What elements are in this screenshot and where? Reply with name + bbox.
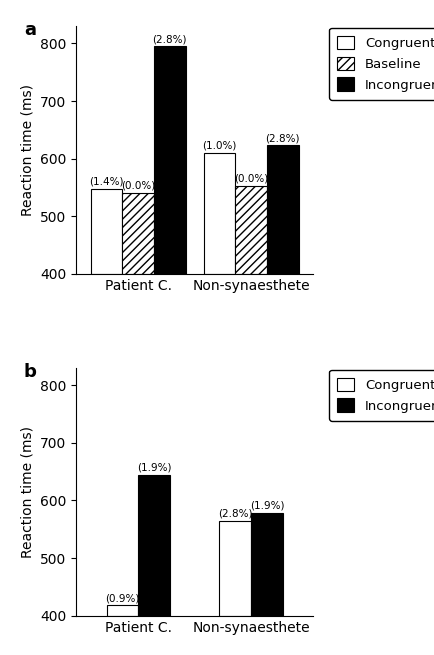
Bar	[203, 153, 235, 274]
Text: (2.8%): (2.8%)	[265, 133, 299, 143]
Text: (1.9%): (1.9%)	[249, 501, 283, 511]
Bar	[266, 145, 298, 274]
Y-axis label: Reaction time (ms): Reaction time (ms)	[20, 84, 34, 216]
Text: (1.9%): (1.9%)	[136, 462, 171, 472]
Text: (0.0%): (0.0%)	[233, 174, 268, 183]
Bar	[219, 521, 250, 616]
Bar	[250, 513, 282, 616]
Text: (2.8%): (2.8%)	[217, 508, 252, 518]
Text: (1.4%): (1.4%)	[89, 177, 124, 187]
Bar	[154, 47, 185, 274]
Legend: Congruent, Incongruent: Congruent, Incongruent	[329, 369, 434, 421]
Text: (2.8%): (2.8%)	[152, 34, 187, 44]
Text: (0.0%): (0.0%)	[121, 181, 155, 191]
Bar	[138, 475, 169, 616]
Y-axis label: Reaction time (ms): Reaction time (ms)	[20, 426, 34, 558]
Text: a: a	[24, 21, 36, 39]
Text: (0.9%): (0.9%)	[105, 593, 139, 603]
Text: b: b	[24, 363, 37, 381]
Bar	[122, 193, 154, 274]
Bar	[235, 186, 266, 274]
Bar	[106, 605, 138, 616]
Bar	[91, 189, 122, 274]
Text: (1.0%): (1.0%)	[202, 141, 236, 151]
Legend: Congruent, Baseline, Incongruent: Congruent, Baseline, Incongruent	[329, 28, 434, 100]
